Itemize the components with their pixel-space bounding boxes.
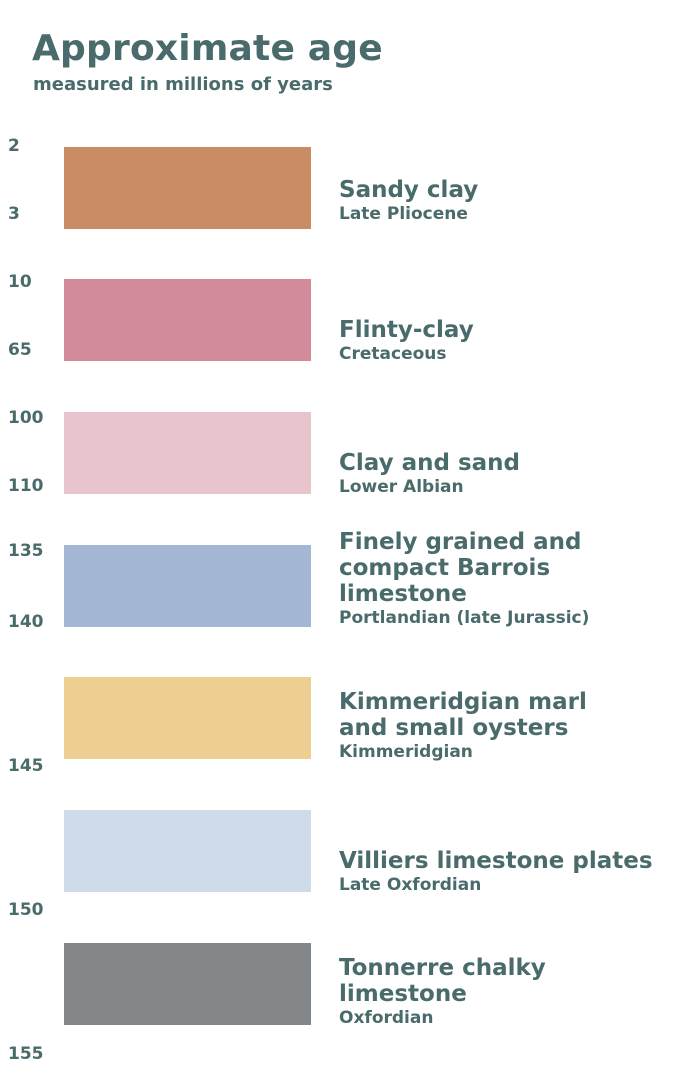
age-tick: 150 [8, 900, 44, 920]
layer-swatch [64, 147, 311, 229]
layer-name: Kimmeridgian marl and small oysters [339, 689, 587, 741]
layer-tonnerre-limestone: Tonnerre chalky limestone Oxfordian [0, 943, 680, 1028]
layer-name: Sandy clay [339, 177, 479, 203]
age-tick: 140 [8, 612, 44, 632]
layer-swatch [64, 943, 311, 1025]
layer-period: Cretaceous [339, 344, 447, 364]
layer-period: Lower Albian [339, 477, 464, 497]
age-tick: 3 [8, 204, 20, 224]
layer-period: Kimmeridgian [339, 742, 473, 762]
layer-swatch [64, 412, 311, 494]
layer-swatch [64, 677, 311, 759]
age-tick: 2 [8, 136, 20, 156]
diagram-title: Approximate age [32, 28, 383, 69]
layer-period: Late Oxfordian [339, 875, 482, 895]
layer-clay-and-sand: Clay and sand Lower Albian [0, 412, 680, 497]
layer-name: Clay and sand [339, 450, 520, 476]
layer-period: Portlandian (late Jurassic) [339, 608, 590, 628]
age-tick: 10 [8, 272, 32, 292]
age-tick: 155 [8, 1044, 44, 1064]
layer-villiers-limestone: Villiers limestone plates Late Oxfordian [0, 810, 680, 895]
age-tick: 145 [8, 756, 44, 776]
layer-flinty-clay: Flinty-clay Cretaceous [0, 279, 680, 364]
layer-swatch [64, 810, 311, 892]
layer-period: Oxfordian [339, 1008, 434, 1028]
layer-barrois-limestone: Finely grained and compact Barrois limes… [0, 529, 680, 628]
age-tick: 135 [8, 541, 44, 561]
diagram-subtitle: measured in millions of years [33, 74, 333, 95]
layer-name: Flinty-clay [339, 317, 474, 343]
age-tick: 65 [8, 340, 32, 360]
layer-name: Finely grained and compact Barrois limes… [339, 529, 582, 607]
layer-kimmeridgian-marl: Kimmeridgian marl and small oysters Kimm… [0, 677, 680, 762]
layer-sandy-clay: Sandy clay Late Pliocene [0, 147, 680, 229]
layer-swatch [64, 545, 311, 627]
layer-name: Tonnerre chalky limestone [339, 955, 546, 1007]
layer-swatch [64, 279, 311, 361]
age-tick: 110 [8, 476, 44, 496]
layer-period: Late Pliocene [339, 204, 468, 224]
age-tick: 100 [8, 408, 44, 428]
layer-name: Villiers limestone plates [339, 848, 653, 874]
